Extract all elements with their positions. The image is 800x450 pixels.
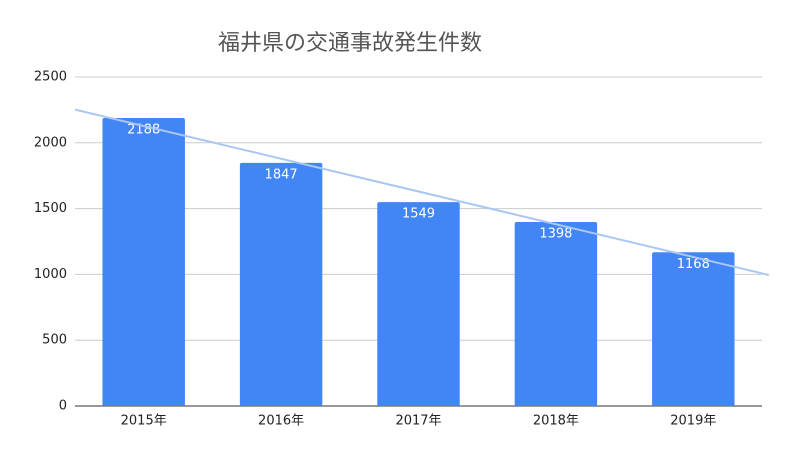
x-tick-label: 2018年: [533, 414, 579, 429]
bar: [377, 202, 460, 406]
y-tick-label: 2000: [34, 135, 67, 150]
y-tick-label: 1000: [34, 267, 67, 282]
x-tick-label: 2019年: [670, 414, 716, 429]
bar: [102, 118, 185, 406]
value-label: 1847: [265, 167, 298, 182]
y-tick-label: 1500: [34, 201, 67, 216]
chart-title: 福井県の交通事故発生件数: [218, 31, 482, 56]
y-tick-label: 0: [59, 399, 67, 414]
value-label: 1549: [402, 207, 435, 222]
value-label: 1398: [539, 227, 572, 242]
value-label: 2188: [127, 123, 160, 138]
y-tick-label: 2500: [34, 70, 67, 85]
x-tick-label: 2017年: [395, 414, 441, 429]
bar: [652, 252, 735, 406]
value-label: 1168: [677, 257, 710, 272]
bar: [514, 222, 598, 406]
bar: [239, 162, 323, 406]
x-tick-label: 2016年: [258, 414, 304, 429]
trendline: [74, 108, 770, 276]
x-tick-label: 2015年: [121, 414, 167, 429]
y-tick-label: 500: [42, 333, 67, 348]
